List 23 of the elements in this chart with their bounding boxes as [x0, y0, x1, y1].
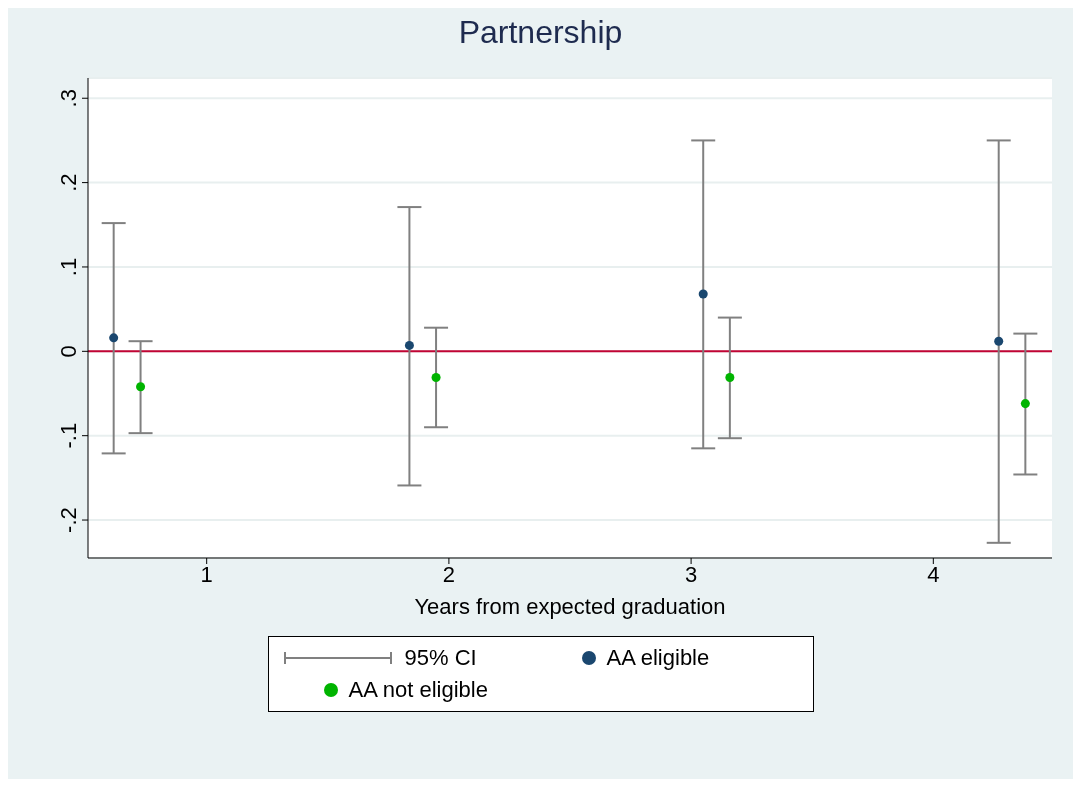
- y-tick-label: -.2: [56, 507, 81, 533]
- legend-label: AA not eligible: [348, 677, 488, 703]
- point: [109, 333, 119, 343]
- point: [136, 382, 146, 392]
- y-tick-label: .2: [56, 173, 81, 192]
- y-tick-label: -.1: [56, 422, 81, 449]
- point: [431, 372, 441, 382]
- x-tick-label: 3: [684, 561, 698, 587]
- legend-label: AA eligible: [606, 645, 710, 671]
- chart-title: Partnership: [457, 14, 624, 52]
- point: [698, 289, 708, 299]
- point: [725, 372, 735, 382]
- y-tick-label: .1: [56, 257, 81, 277]
- y-tick-label: .3: [56, 89, 81, 108]
- x-tick-label: 1: [200, 561, 213, 587]
- point: [404, 340, 414, 350]
- y-tick-label: 0: [56, 345, 81, 358]
- text: 95% CI: [404, 645, 477, 670]
- x-tick-label: 4: [927, 561, 940, 587]
- point: [1020, 399, 1030, 409]
- x-axis-title: Years from expected graduation: [414, 594, 726, 619]
- point: [994, 336, 1004, 346]
- x-tick-label: 2: [442, 561, 456, 587]
